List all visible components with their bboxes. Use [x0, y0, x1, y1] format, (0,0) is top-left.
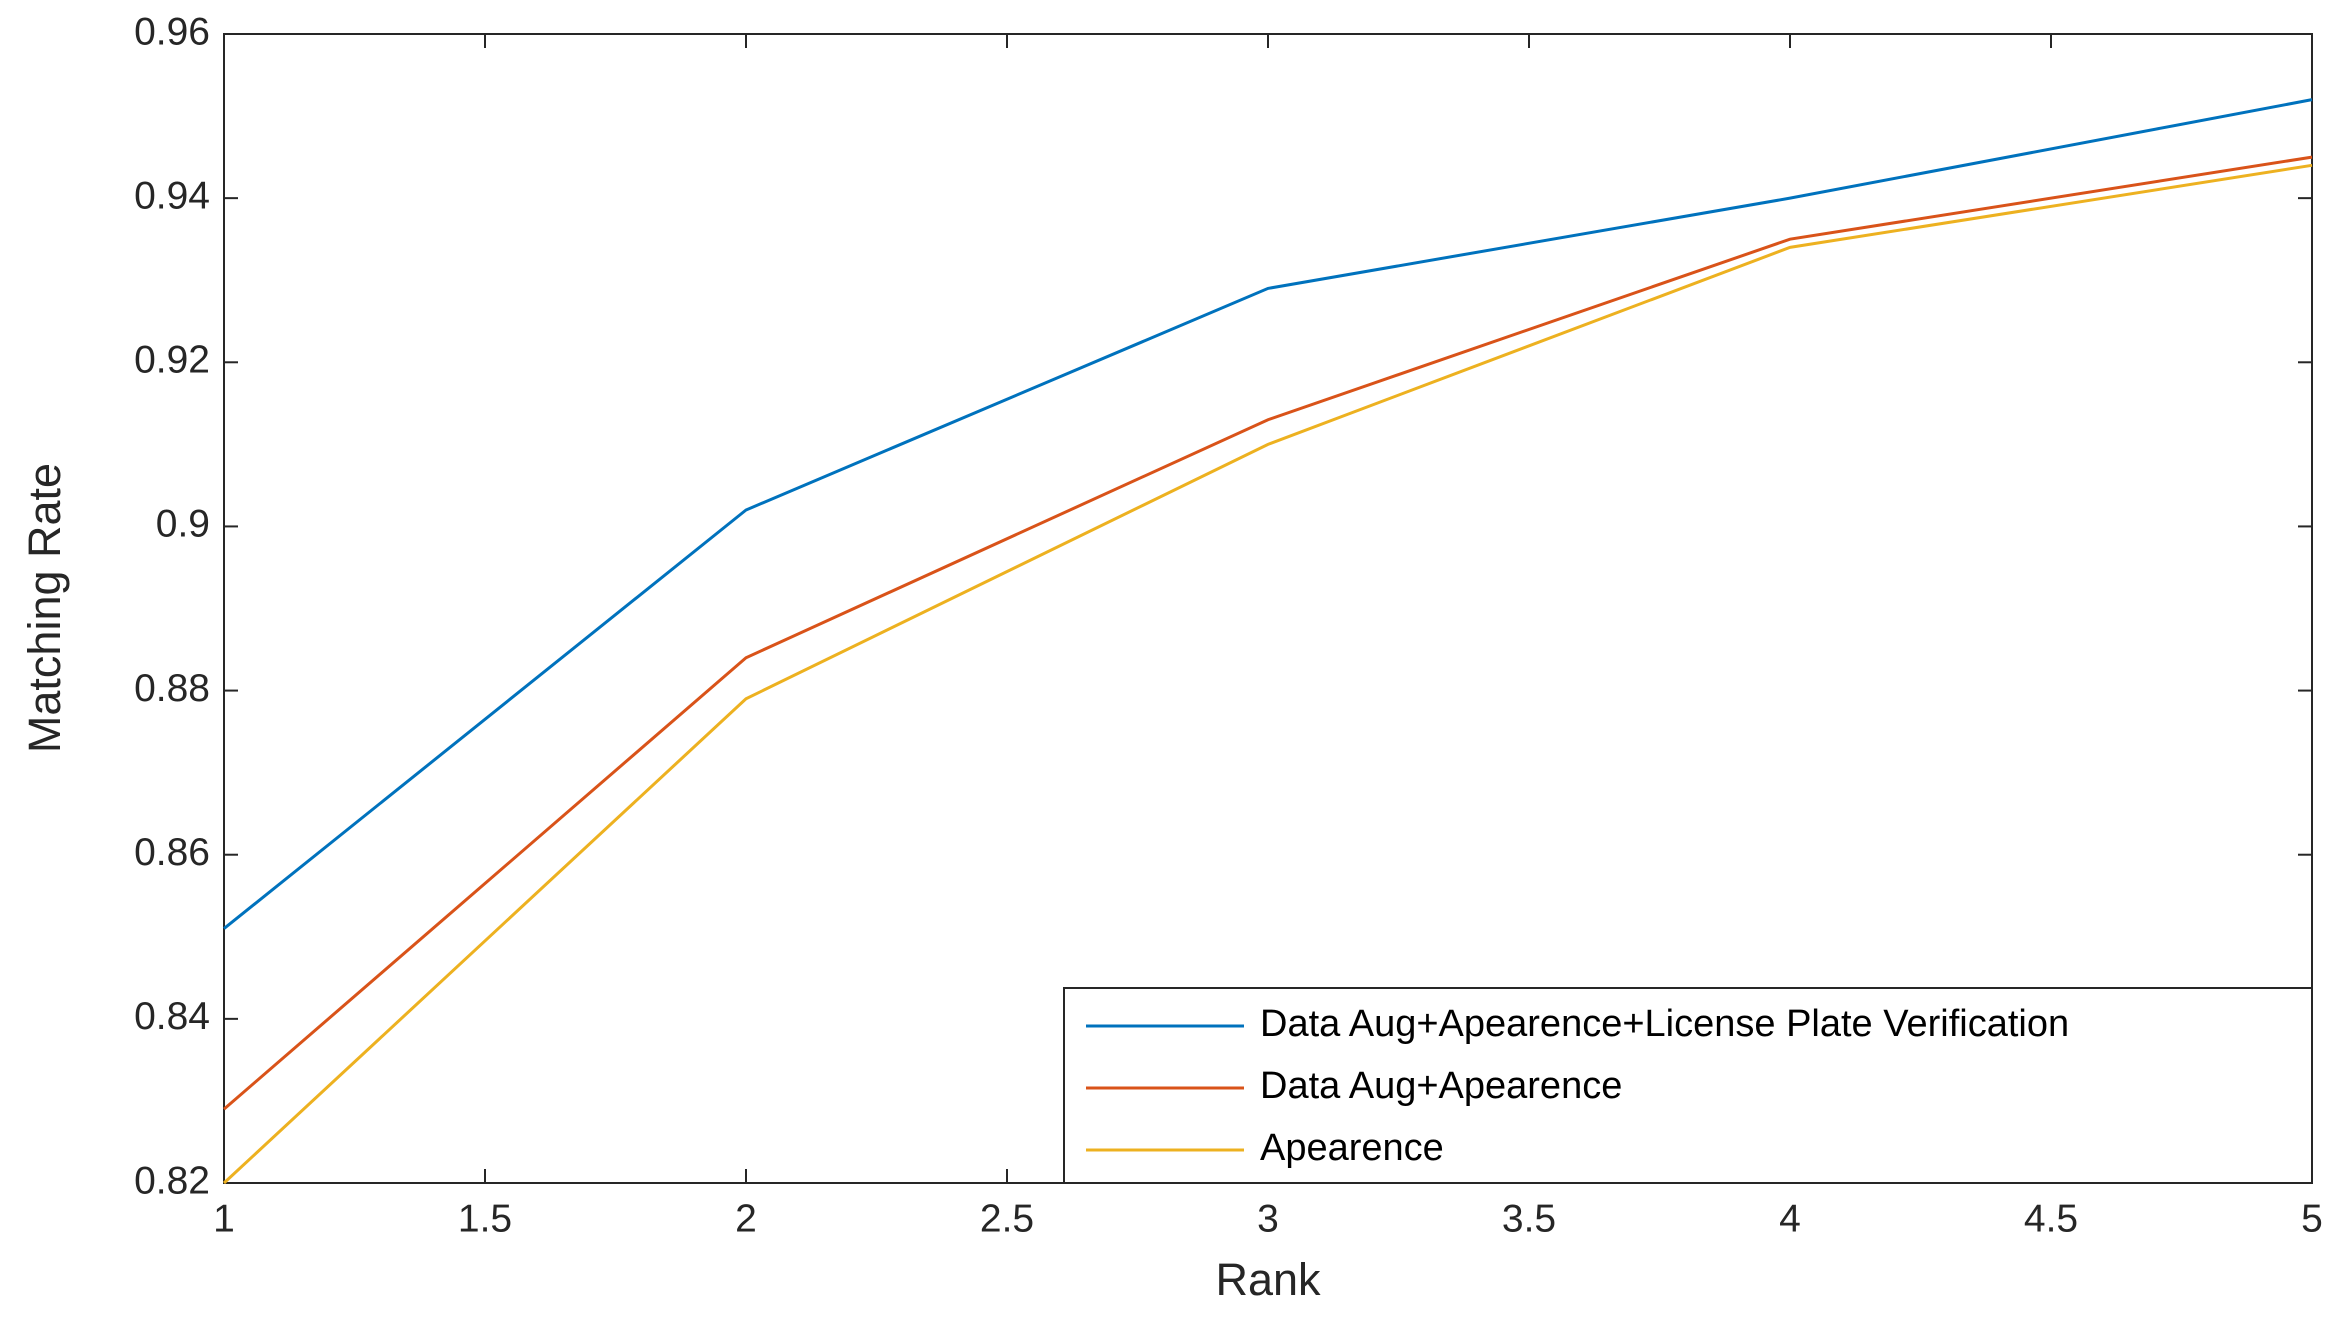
x-tick-label: 5 [2301, 1197, 2323, 1240]
x-tick-label: 1 [213, 1197, 235, 1240]
legend-label: Data Aug+Apearence+License Plate Verific… [1260, 1003, 2069, 1045]
y-tick-label: 0.92 [134, 339, 210, 382]
legend-label: Data Aug+Apearence [1260, 1065, 1622, 1107]
y-tick-label: 0.84 [134, 995, 210, 1038]
x-tick-label: 4.5 [2024, 1197, 2078, 1240]
y-tick-label: 0.88 [134, 667, 210, 710]
y-tick-label: 0.96 [134, 10, 210, 53]
y-axis-label: Matching Rate [19, 463, 70, 753]
series-line [222, 163, 2313, 1185]
legend-box [1063, 987, 2313, 1184]
x-tick-label: 2 [735, 1197, 757, 1240]
x-tick-label: 2.5 [980, 1197, 1034, 1240]
x-axis-label: Rank [1215, 1254, 1321, 1305]
x-tick-label: 3.5 [1502, 1197, 1556, 1240]
x-tick-label: 4 [1779, 1197, 1801, 1240]
y-tick-label: 0.9 [156, 503, 210, 546]
y-tick-label: 0.94 [134, 174, 210, 217]
series-line [223, 98, 2313, 930]
y-tick-label: 0.82 [134, 1159, 210, 1202]
legend-label: Apearence [1260, 1127, 1444, 1169]
series-line [223, 155, 2313, 1111]
x-tick-label: 1.5 [458, 1197, 512, 1240]
x-tick-label: 3 [1257, 1197, 1279, 1240]
y-tick-label: 0.86 [134, 831, 210, 874]
